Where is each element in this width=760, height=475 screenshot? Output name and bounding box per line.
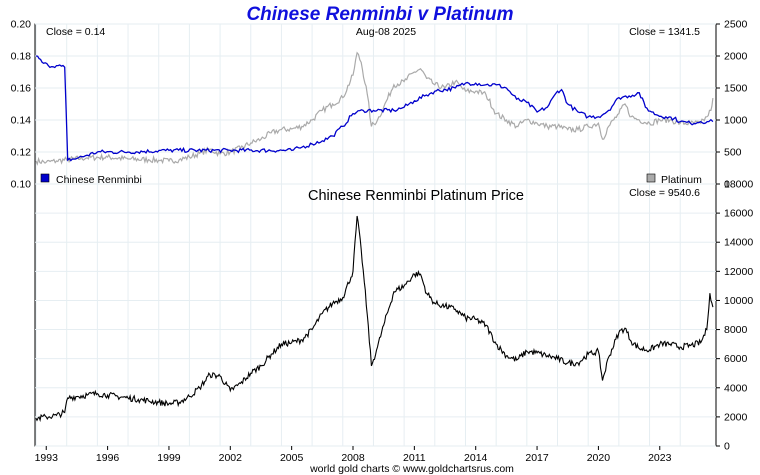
legend-platinum-label: Platinum: [661, 174, 702, 186]
renminbi-platinum-price-line: [35, 215, 714, 423]
x-tick-label: 2020: [587, 452, 611, 464]
x-axis-ticks: 1993 1996 1999 2002 2005 2008 2011 2014 2017 2020…: [35, 446, 672, 464]
bottom-panel-title: Chinese Renminbi Platinum Price: [308, 188, 524, 204]
top-left-tick-label: 0.10: [11, 179, 32, 191]
x-tick-label: 2002: [219, 452, 243, 464]
top-panel-frame: [34, 23, 717, 185]
x-tick-label: 1996: [96, 452, 120, 464]
x-tick-label: 2005: [280, 452, 304, 464]
x-tick-label: 1993: [35, 452, 59, 464]
bottom-panel-grid: [35, 183, 716, 447]
bottom-panel-frame: [34, 183, 717, 447]
top-left-tick-label: 0.16: [11, 83, 32, 95]
bottom-right-tick-label: 14000: [724, 237, 753, 249]
bottom-close-readout: Close = 9540.6: [629, 187, 700, 199]
top-right-tick-label: 1500: [724, 83, 748, 95]
footer-credit: world gold charts © www.goldchartsrus.co…: [309, 463, 514, 475]
top-right-tick-label: 0: [724, 179, 730, 191]
top-right-tick-label: 2500: [724, 19, 748, 31]
bottom-right-tick-label: 2000: [724, 411, 748, 423]
bottom-right-tick-label: 6000: [724, 353, 748, 365]
x-tick-label: 2008: [341, 452, 365, 464]
bottom-right-tick-label: 4000: [724, 382, 748, 394]
top-left-axis-ticks: 0.10 0.12 0.14 0.16 0.18 0.20: [11, 19, 32, 191]
bottom-right-tick-label: 8000: [724, 324, 748, 336]
top-left-close-readout: Close = 0.14: [46, 26, 105, 38]
top-left-tick-label: 0.14: [11, 115, 32, 127]
x-tick-label: 2023: [648, 452, 672, 464]
bottom-right-tick-label: 12000: [724, 266, 753, 278]
renminbi-series-line: [35, 55, 714, 162]
x-tick-label: 1999: [157, 452, 181, 464]
top-left-tick-label: 0.12: [11, 147, 32, 159]
legend-renminbi-swatch: [40, 173, 50, 183]
chart-title: Chinese Renminbi v Platinum: [246, 4, 513, 25]
top-right-close-readout: Close = 1341.5: [629, 26, 700, 38]
top-right-tick-label: 1000: [724, 115, 748, 127]
legend-renminbi-label: Chinese Renminbi: [56, 174, 142, 186]
top-left-tick-label: 0.20: [11, 19, 32, 31]
bottom-right-axis-ticks: 0 2000 4000 6000 8000 10000 12000 14000 16000 180…: [716, 179, 753, 453]
x-tick-label: 2017: [525, 452, 549, 464]
x-tick-label: 2014: [464, 452, 488, 464]
legend-platinum-swatch: [646, 173, 656, 183]
top-right-tick-label: 500: [724, 147, 742, 159]
x-tick-label: 2011: [403, 452, 426, 464]
top-right-tick-label: 2000: [724, 51, 748, 63]
bottom-right-tick-label: 0: [724, 441, 730, 453]
date-label: Aug-08 2025: [356, 26, 416, 38]
bottom-right-tick-label: 10000: [724, 295, 753, 307]
bottom-right-tick-label: 16000: [724, 208, 753, 220]
bottom-right-tick-label: 18000: [724, 179, 753, 191]
platinum-series-line: [35, 51, 714, 166]
top-right-axis-ticks: 0 500 1000 1500 2000 2500: [716, 19, 748, 191]
top-panel-grid: [35, 23, 716, 185]
top-left-tick-label: 0.18: [11, 51, 32, 63]
